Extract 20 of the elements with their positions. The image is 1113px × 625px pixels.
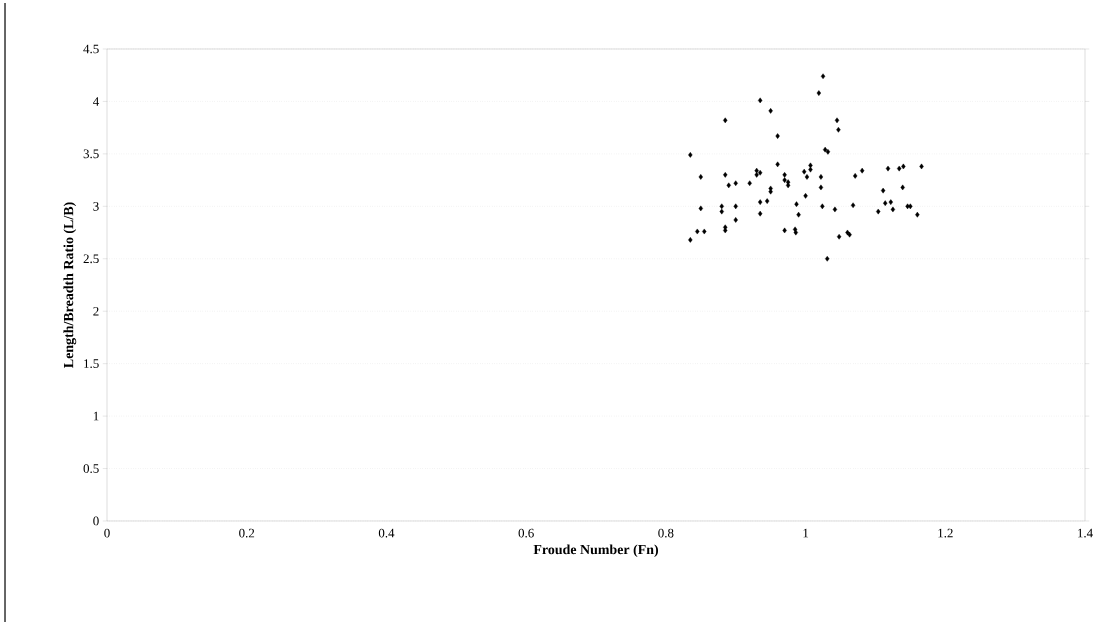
y-tick-label: 3 [93,201,99,211]
x-tick-label: 0.8 [658,528,674,538]
y-tick-label: 0.5 [83,464,99,473]
y-tick-label: 1.5 [84,359,99,369]
x-tick-label: 1 [803,528,809,538]
x-axis-title: Froude Number (Fn) [533,544,659,558]
x-tick-label: 0.6 [518,528,534,538]
y-axis-title: Length/Breadth Ratio (L/B) [63,202,77,368]
x-tick-label: 0 [104,528,110,538]
y-tick-label: 4 [93,97,100,106]
x-tick-label: 0.4 [378,528,395,538]
y-tick-label: 3.5 [83,149,99,159]
x-tick-label: 1.4 [1078,528,1093,538]
y-tick-label: 2.5 [83,254,99,264]
y-tick-label: 2 [93,306,99,316]
y-tick-label: 4.5 [83,44,99,54]
x-tick-label: 1.2 [938,528,953,538]
y-tick-label: 1 [93,411,99,421]
x-tick-label: 0.2 [239,528,255,538]
y-tick-label: 0 [93,516,99,526]
